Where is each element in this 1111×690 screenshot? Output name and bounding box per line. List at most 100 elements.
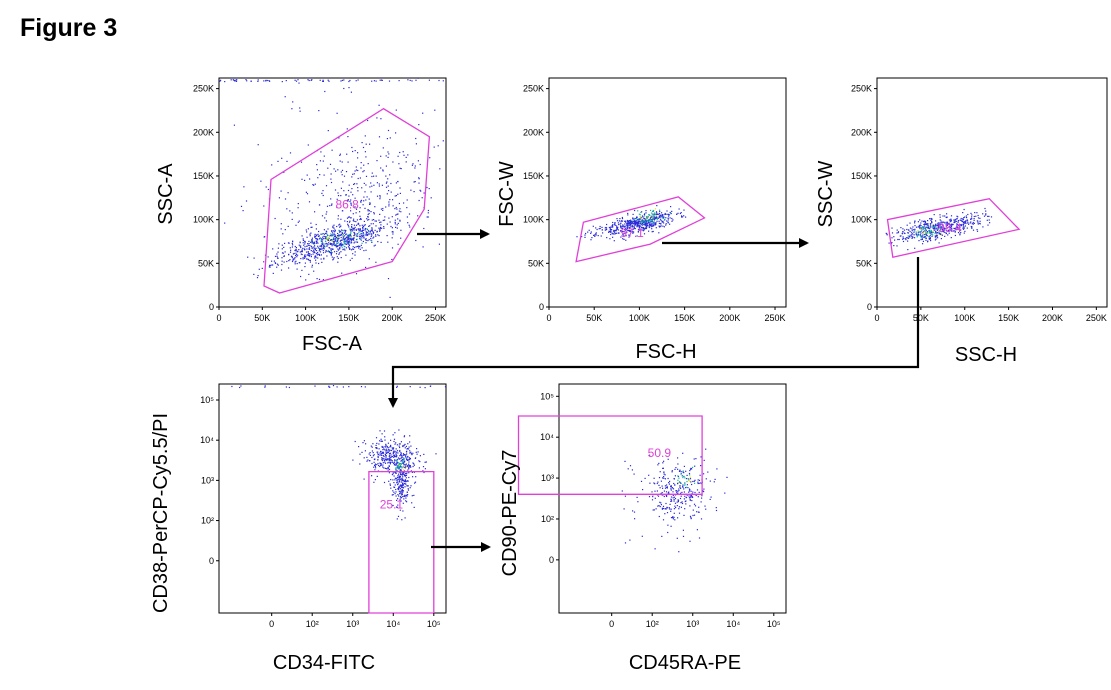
event-dot [383, 226, 385, 228]
event-dot [630, 221, 633, 223]
event-dot [645, 221, 647, 223]
event-dot [316, 250, 318, 252]
event-dot [380, 227, 382, 229]
event-dot [913, 234, 915, 236]
event-dot [403, 482, 406, 485]
event-dot [332, 385, 335, 387]
event-dot [650, 224, 652, 226]
event-dot [305, 191, 307, 193]
event-dot [976, 212, 978, 214]
event-dot [323, 233, 326, 235]
event-dot [985, 213, 987, 215]
event-dot [340, 187, 342, 189]
event-dot [439, 168, 441, 170]
event-dot [954, 218, 956, 221]
event-dot [395, 495, 397, 497]
event-dot [421, 197, 423, 199]
event-dot [399, 469, 401, 471]
event-dot [622, 233, 624, 235]
event-dot [915, 233, 917, 235]
event-dot [407, 464, 409, 467]
event-dot [676, 213, 678, 215]
event-dot [649, 223, 651, 225]
event-dot [390, 191, 392, 193]
event-dot [351, 224, 353, 226]
event-dot [938, 223, 941, 225]
event-dot [970, 218, 972, 220]
event-dot [375, 225, 377, 227]
event-dot [665, 491, 668, 493]
event-dot [339, 234, 341, 236]
event-dot [312, 249, 315, 251]
event-dot [633, 218, 635, 220]
event-dot [657, 505, 659, 507]
event-dot [666, 486, 668, 488]
event-dot [616, 227, 618, 229]
event-dot [288, 386, 290, 389]
event-dot [367, 234, 369, 236]
event-dot [654, 208, 657, 210]
event-dot [342, 181, 344, 183]
event-dot [393, 438, 396, 440]
event-dot [417, 451, 419, 453]
event-dot [627, 468, 629, 470]
event-dot [940, 238, 942, 240]
event-dot [389, 174, 391, 176]
event-dot [383, 448, 385, 450]
event-dot [385, 182, 387, 184]
event-dot [438, 79, 440, 82]
event-dot [415, 79, 417, 81]
event-dot [659, 501, 661, 503]
event-dot [896, 232, 898, 234]
event-dot [671, 487, 674, 489]
event-dot [902, 240, 905, 243]
event-dot [918, 224, 920, 227]
event-dot [628, 222, 630, 225]
event-dot [909, 234, 911, 236]
event-dot [627, 224, 629, 226]
event-dot [917, 233, 919, 235]
event-dot [674, 505, 676, 507]
event-dot [359, 225, 361, 227]
x-axis-label: FSC-A [302, 333, 363, 355]
event-dot [386, 193, 388, 195]
event-dot [399, 476, 401, 478]
event-dot [638, 218, 640, 220]
event-dot [576, 236, 578, 238]
event-dot [930, 230, 932, 233]
event-dot [310, 245, 312, 247]
event-dot [914, 231, 916, 233]
event-dot [381, 457, 383, 459]
event-dot [957, 220, 959, 222]
event-dot [626, 229, 628, 231]
event-dot [399, 449, 401, 452]
event-dot [891, 232, 894, 234]
event-dot [925, 239, 927, 241]
event-dot [382, 207, 384, 210]
event-dot [349, 220, 351, 222]
event-dot [374, 206, 376, 208]
event-dot [930, 219, 932, 221]
event-dot [943, 228, 945, 230]
event-dot [409, 466, 411, 468]
event-dot [924, 230, 927, 232]
event-dot [947, 222, 949, 225]
event-dot [666, 487, 668, 489]
event-dot [338, 233, 340, 235]
event-dot [365, 231, 367, 233]
event-dot [639, 218, 641, 220]
event-dot [337, 261, 339, 263]
event-dot [315, 242, 317, 244]
event-dot [398, 445, 400, 447]
event-dot [400, 494, 402, 496]
event-dot [357, 235, 359, 237]
event-dot [672, 516, 674, 518]
event-dot [912, 233, 914, 235]
event-dot [278, 243, 280, 245]
event-dot [680, 502, 682, 504]
event-dot [373, 236, 375, 238]
event-dot [632, 217, 634, 219]
event-dot [340, 257, 342, 259]
event-dot [399, 151, 401, 154]
event-dot [387, 129, 390, 132]
